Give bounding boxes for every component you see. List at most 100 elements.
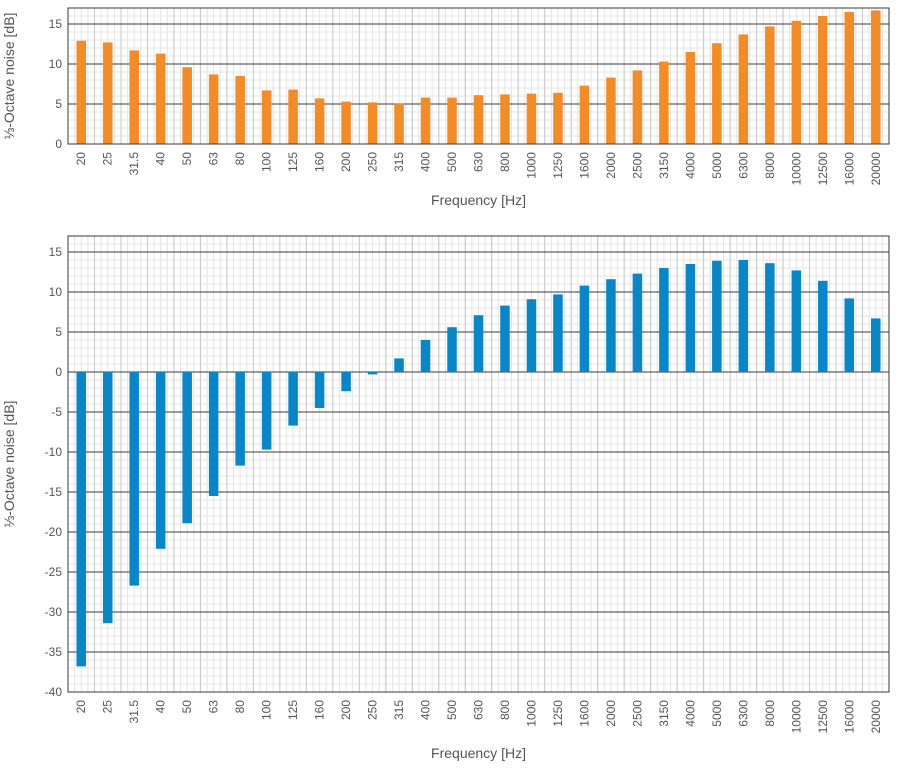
y-tick-label: 5 <box>55 97 62 111</box>
x-tick-label: 1250 <box>551 700 565 727</box>
bar <box>712 43 722 145</box>
x-tick-label: 20 <box>74 152 88 166</box>
x-tick-label: 2500 <box>630 700 644 727</box>
y-tick-label: -5 <box>51 405 62 419</box>
x-tick-label: 400 <box>419 700 433 720</box>
bar <box>341 372 351 392</box>
x-tick-label: 1600 <box>577 152 591 179</box>
x-axis-label: Frequency [Hz] <box>431 192 526 208</box>
x-tick-label: 100 <box>260 152 274 172</box>
bar <box>447 327 457 372</box>
x-tick-label: 25 <box>101 152 115 166</box>
bar <box>553 92 563 144</box>
bar <box>632 70 643 144</box>
bar <box>420 97 431 144</box>
x-tick-label: 16000 <box>842 152 856 186</box>
y-tick-label: -40 <box>45 685 63 699</box>
bar <box>659 268 669 372</box>
bar <box>420 340 431 372</box>
x-tick-label: 40 <box>154 152 168 166</box>
bar <box>208 74 219 144</box>
bar <box>526 299 537 372</box>
x-tick-label: 80 <box>233 700 247 714</box>
bar <box>791 270 802 372</box>
bar <box>818 280 828 372</box>
x-tick-label: 4000 <box>683 700 697 727</box>
x-tick-label: 8000 <box>763 152 777 179</box>
bar <box>367 372 378 375</box>
x-tick-label: 2000 <box>604 700 618 727</box>
bar <box>765 263 775 372</box>
bar <box>182 67 192 144</box>
y-tick-label: -20 <box>45 525 63 539</box>
bar <box>341 101 351 144</box>
plot-frame <box>67 7 890 145</box>
y-tick-label: -15 <box>45 485 63 499</box>
y-tick-label: 10 <box>49 285 63 299</box>
x-tick-label: 400 <box>419 152 433 172</box>
bar <box>579 285 590 372</box>
bar <box>818 16 828 144</box>
bar <box>579 85 590 144</box>
bar <box>606 77 616 144</box>
x-tick-label: 50 <box>180 152 194 166</box>
plot-frame <box>67 235 890 693</box>
bar <box>76 372 87 667</box>
bar <box>473 95 484 144</box>
bar <box>394 103 404 144</box>
y-tick-label: 5 <box>55 325 62 339</box>
x-tick-label: 125 <box>286 700 300 720</box>
x-tick-label: 50 <box>180 700 194 714</box>
x-tick-label: 25 <box>101 700 115 714</box>
bar <box>685 264 696 372</box>
x-tick-label: 5000 <box>710 152 724 179</box>
x-tick-label: 500 <box>445 152 459 172</box>
bar <box>844 12 855 144</box>
bar <box>208 372 219 496</box>
y-tick-label: 0 <box>55 137 62 151</box>
bar <box>712 260 722 372</box>
bar <box>182 372 192 524</box>
x-tick-label: 160 <box>313 152 327 172</box>
x-tick-label: 800 <box>498 152 512 172</box>
x-tick-label: 160 <box>313 700 327 720</box>
bar <box>102 372 113 624</box>
x-tick-label: 20 <box>74 700 88 714</box>
y-tick-label: 15 <box>49 245 63 259</box>
bar <box>129 372 139 586</box>
x-tick-label: 10000 <box>789 700 803 734</box>
bar <box>155 372 166 549</box>
bar <box>394 358 404 372</box>
x-tick-label: 2000 <box>604 152 618 179</box>
bar <box>261 372 272 450</box>
x-axis-label: Frequency [Hz] <box>431 745 526 761</box>
x-tick-label: 20000 <box>869 152 883 186</box>
bottom-chart: -40 -35 -30 -25 -20 -15 -10 -5 0 5 10 15 20 25 31.5 40 5… <box>1 235 890 761</box>
bar <box>870 318 881 372</box>
bar <box>288 372 298 426</box>
x-tick-label: 1250 <box>551 152 565 179</box>
y-tick-label: 0 <box>55 365 62 379</box>
x-tick-label: 1000 <box>524 700 538 727</box>
y-tick-label: 15 <box>49 17 63 31</box>
x-tick-label: 63 <box>207 152 221 166</box>
x-tick-label: 31.5 <box>127 152 141 176</box>
x-tick-label: 31.5 <box>127 700 141 724</box>
bar <box>76 40 87 144</box>
x-tick-label: 100 <box>260 700 274 720</box>
x-tick-label: 20000 <box>869 700 883 734</box>
bar <box>314 98 325 144</box>
y-tick-label: -35 <box>45 645 63 659</box>
x-tick-label: 200 <box>339 700 353 720</box>
x-tick-label: 10000 <box>789 152 803 186</box>
x-tick-label: 8000 <box>763 700 777 727</box>
bar <box>659 61 669 144</box>
bar <box>685 52 696 144</box>
y-tick-label: 10 <box>49 57 63 71</box>
bar <box>738 260 749 372</box>
x-tick-label: 500 <box>445 700 459 720</box>
y-tick-label: -10 <box>45 445 63 459</box>
bar <box>500 94 510 144</box>
bar <box>738 34 749 144</box>
bar <box>526 93 537 144</box>
